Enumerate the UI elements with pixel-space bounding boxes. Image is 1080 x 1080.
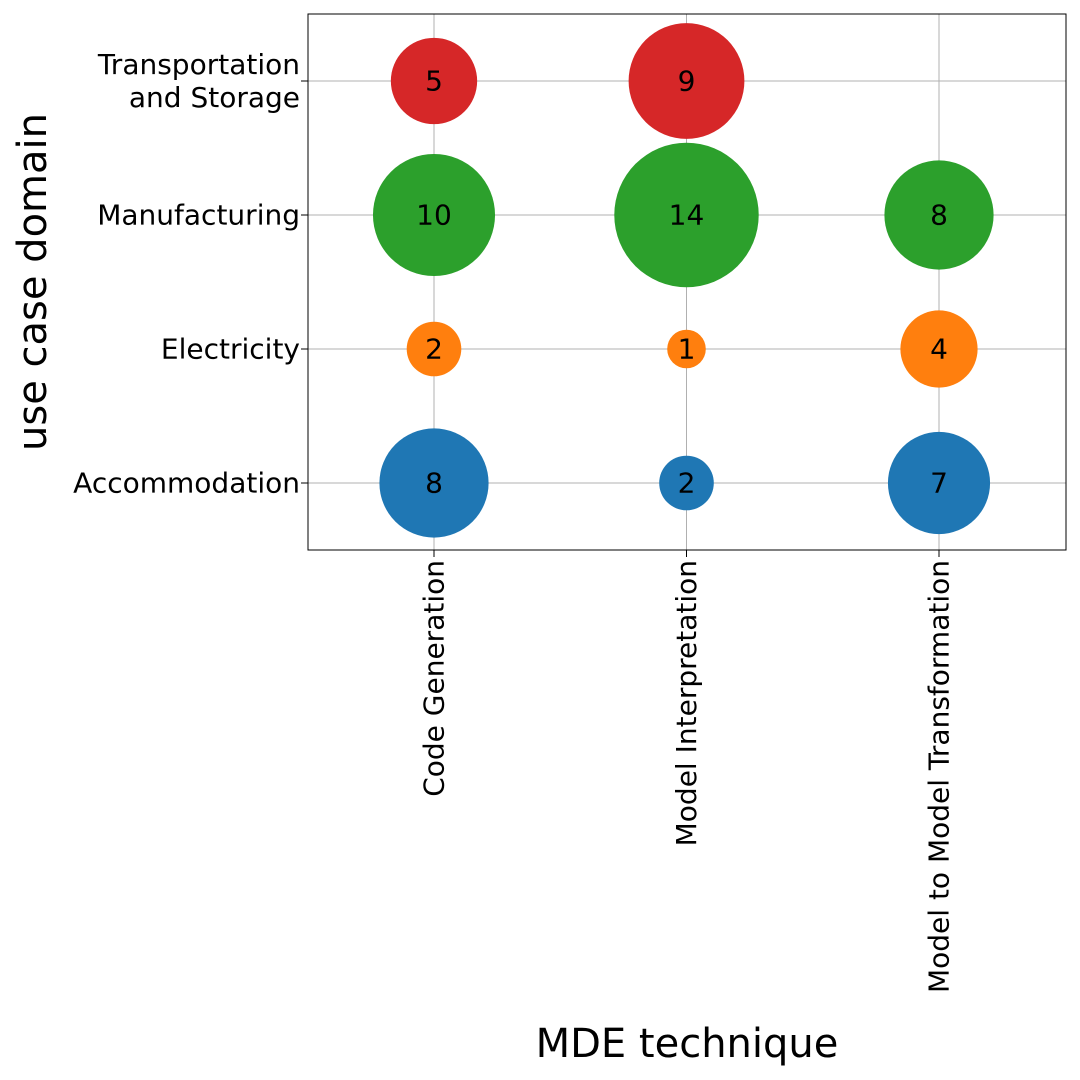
bubble-accommodation-model-interpretation xyxy=(659,455,714,511)
x-tick-label-code-generation: Code Generation xyxy=(418,560,451,797)
y-tick-label-manufacturing: Manufacturing xyxy=(97,199,300,232)
bubble-transportation-and-storage-code-generation xyxy=(390,37,478,125)
x-tick-label-model-to-model-transformation: Model to Model Transformation xyxy=(923,560,956,993)
bubble-value-label: 8 xyxy=(425,467,443,500)
bubble-value-label: 4 xyxy=(930,333,948,366)
bubble-value-label: 8 xyxy=(930,199,948,232)
bubble-accommodation-code-generation xyxy=(379,428,489,538)
y-tick-label-electricity: Electricity xyxy=(161,333,300,366)
x-tick-label-model-interpretation: Model Interpretation xyxy=(670,560,703,846)
bubble-accommodation-model-to-model-transformation xyxy=(887,431,991,535)
bubble-manufacturing-model-interpretation xyxy=(614,142,759,288)
bubble-electricity-model-to-model-transformation xyxy=(900,310,978,388)
y-axis-title: use case domain xyxy=(10,113,56,451)
bubble-value-label: 2 xyxy=(425,333,443,366)
ticks: Code Generation Model Interpretation Model… xyxy=(73,48,955,993)
y-tick-label-accommodation: Accommodation xyxy=(73,467,300,500)
bubble-transportation-and-storage-model-interpretation xyxy=(628,23,745,139)
bubble-value-label: 14 xyxy=(669,199,705,232)
bubble-electricity-code-generation xyxy=(406,321,462,377)
y-tick-label-transportation-and-storage: Transportation and Storage xyxy=(97,48,300,114)
bubble-manufacturing-code-generation xyxy=(372,153,496,277)
bubble-value-label: 9 xyxy=(678,65,696,98)
bubble-value-label: 1 xyxy=(678,333,696,366)
bubble-value-label: 10 xyxy=(416,199,452,232)
bubble-value-label: 5 xyxy=(425,65,443,98)
bubbles: 8 2 72 1 410 14 85 9 xyxy=(372,23,994,538)
bubble-manufacturing-model-to-model-transformation xyxy=(884,160,994,270)
x-axis-title: MDE technique xyxy=(536,1021,839,1067)
bubble-value-label: 7 xyxy=(930,467,948,500)
bubble-value-label: 2 xyxy=(678,467,696,500)
bubble-electricity-model-interpretation xyxy=(667,329,706,369)
